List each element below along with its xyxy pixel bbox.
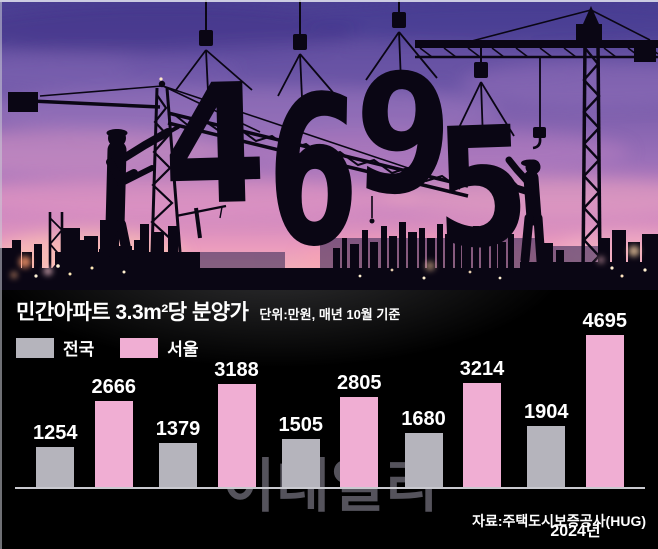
silhouettes: 4 6 9 bbox=[0, 0, 658, 290]
right-crane-icon bbox=[415, 6, 658, 275]
bar bbox=[94, 401, 133, 488]
bar-value: 4695 bbox=[582, 310, 628, 332]
bar-value: 2666 bbox=[91, 376, 137, 398]
bar-column: 1254 bbox=[33, 423, 78, 488]
legend-swatch bbox=[16, 337, 54, 358]
bar bbox=[404, 433, 443, 488]
bar-column: 1379 bbox=[155, 418, 201, 488]
top-edge-border bbox=[0, 0, 658, 2]
bar-value: 1254 bbox=[33, 422, 78, 444]
bar bbox=[340, 397, 379, 488]
worker-guiding-silhouette bbox=[504, 156, 546, 266]
bar-value: 1379 bbox=[155, 418, 201, 440]
source-credit: 자료:주택도시보증공사(HUG) bbox=[472, 513, 646, 529]
digit-4-group: 4 bbox=[160, 0, 269, 243]
bar-value: 1680 bbox=[401, 408, 446, 430]
bar-group: 1505 2805 2022년 bbox=[279, 373, 382, 488]
chart-subtitle: 단위:만원, 매년 10월 기준 bbox=[259, 307, 401, 322]
bar bbox=[463, 383, 501, 488]
bar-value: 3214 bbox=[459, 358, 505, 380]
legend-item-national: 전국 bbox=[16, 335, 94, 360]
bar-group: 1680 3214 2023년 bbox=[401, 359, 504, 488]
bar-column: 3214 bbox=[459, 358, 505, 488]
chart-title: 민간아파트 3.3m²당 분양가 bbox=[16, 301, 249, 324]
bar-pair: 1680 3214 bbox=[401, 359, 504, 488]
bar-pair: 1379 3188 bbox=[156, 360, 259, 488]
plot: 1254 2666 2020년 1379 3188 2021년 15 bbox=[15, 290, 645, 540]
chart-header: 민간아파트 3.3m²당 분양가 단위:만원, 매년 10월 기준 bbox=[16, 296, 400, 326]
city-lights bbox=[10, 245, 647, 280]
bar-group: 1254 2666 2020년 bbox=[33, 377, 136, 488]
legend-label: 전국 bbox=[63, 340, 95, 359]
bar-value: 3188 bbox=[214, 359, 259, 381]
legend-label: 서울 bbox=[167, 340, 199, 359]
x-axis-line bbox=[15, 487, 645, 489]
legend-swatch bbox=[120, 337, 159, 358]
construction-scene-illustration: 4 6 9 bbox=[0, 0, 658, 290]
bar-column: 1680 bbox=[401, 409, 446, 488]
left-edge-border bbox=[0, 0, 2, 549]
digit-9: 9 bbox=[351, 38, 455, 233]
bar bbox=[217, 384, 256, 488]
bar-column: 2666 bbox=[91, 376, 137, 488]
bar bbox=[527, 426, 566, 488]
bar-column: 3188 bbox=[214, 360, 259, 488]
bar-column: 1505 bbox=[278, 414, 324, 488]
bar-pair: 1505 2805 bbox=[279, 373, 382, 488]
year-label: 2024년 bbox=[550, 523, 601, 540]
bar-pair: 1254 2666 bbox=[33, 377, 136, 488]
bar-group: 1904 4695 2024년 bbox=[524, 311, 627, 540]
bar-group: 1379 3188 2021년 bbox=[156, 360, 259, 488]
bar-value: 1505 bbox=[278, 414, 324, 436]
legend-item-seoul: 서울 bbox=[120, 335, 199, 360]
bar-pair: 1904 4695 bbox=[524, 311, 627, 488]
bar-chart-section: 민간아파트 3.3m²당 분양가 단위:만원, 매년 10월 기준 전국 서울 … bbox=[0, 290, 658, 549]
chart-legend: 전국 서울 bbox=[16, 335, 199, 360]
bar bbox=[281, 439, 320, 488]
bar bbox=[585, 335, 624, 488]
bar-column: 1904 bbox=[524, 402, 569, 488]
bar-column: 4695 bbox=[582, 310, 628, 488]
left-crane-icon bbox=[8, 77, 469, 253]
worker-pointing-silhouette bbox=[99, 125, 180, 258]
edaily-watermark-logo: 이데일리 bbox=[222, 454, 440, 519]
bar bbox=[36, 447, 75, 488]
bar-value: 2805 bbox=[337, 372, 382, 394]
digit-9-group: 9 bbox=[351, 0, 455, 234]
bar bbox=[159, 443, 197, 488]
digit-4: 4 bbox=[160, 48, 268, 243]
bar-value: 1904 bbox=[524, 401, 569, 423]
bar-column: 2805 bbox=[337, 373, 382, 488]
